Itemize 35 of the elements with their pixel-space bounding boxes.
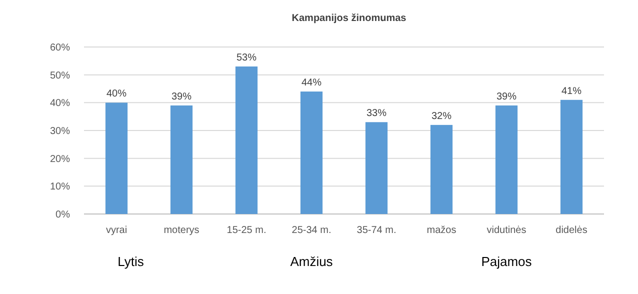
bar: [170, 105, 193, 214]
data-label: 44%: [301, 78, 322, 89]
bar: [430, 124, 453, 214]
text: Amžius: [290, 254, 334, 269]
x-tick-label: 25-34 m.: [292, 225, 332, 236]
y-tick-label: 30%: [50, 126, 70, 137]
x-tick-label: vyrai: [106, 225, 128, 236]
data-label: 40%: [106, 88, 127, 100]
chart-title: Kampanijos žinomumas: [292, 13, 407, 24]
text: Lytis: [118, 254, 144, 269]
bar: [365, 122, 388, 214]
data-label: 41%: [561, 86, 582, 97]
x-tick-label: 15-25 m.: [226, 225, 266, 236]
data-label: 39%: [171, 91, 192, 102]
bar: [105, 102, 128, 214]
y-tick-label: 60%: [50, 42, 70, 54]
x-tick-label: 35-74 m.: [356, 225, 396, 236]
bar: [235, 66, 258, 214]
y-tick-label: 20%: [50, 154, 70, 165]
x-tick-label: mažos: [426, 225, 456, 236]
bar: [495, 105, 518, 214]
data-label: 53%: [236, 52, 257, 64]
x-tick-label: didelės: [556, 225, 588, 236]
text: Pajamos: [481, 254, 532, 269]
data-label: 39%: [496, 91, 517, 102]
y-tick-label: 10%: [50, 182, 70, 193]
x-tick-label: moterys: [164, 225, 200, 236]
x-tick-label: vidutinės: [486, 225, 526, 236]
y-tick-label: 40%: [50, 98, 70, 110]
data-label: 33%: [366, 108, 387, 120]
bar: [300, 92, 323, 214]
bar: [560, 100, 583, 214]
data-label: 32%: [431, 110, 452, 122]
y-tick-label: 0%: [56, 210, 70, 220]
y-tick-label: 50%: [50, 70, 70, 82]
